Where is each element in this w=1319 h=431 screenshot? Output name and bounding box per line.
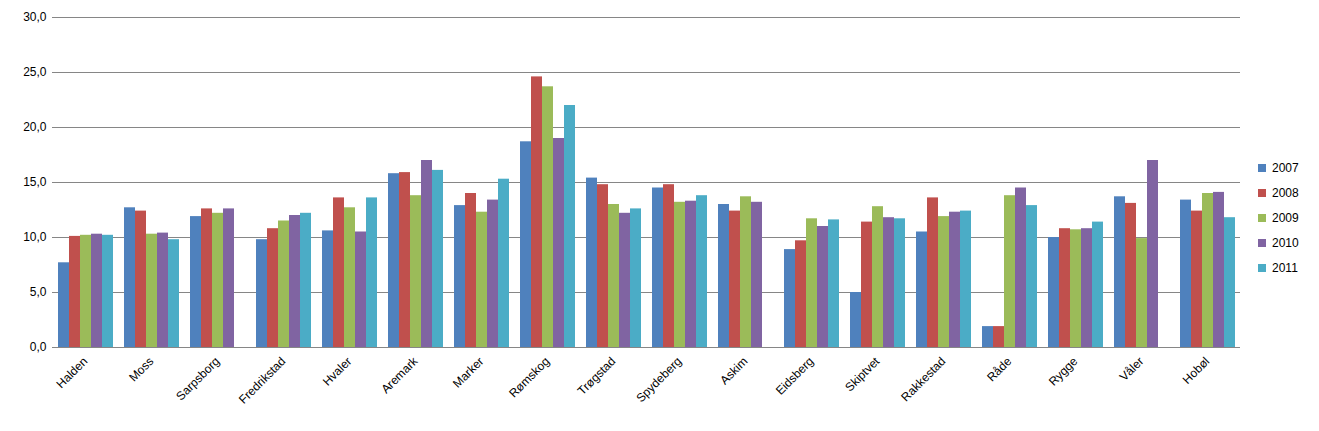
svg-text:Aremark: Aremark (378, 354, 421, 397)
html-text:2009: 2009 (1272, 210, 1299, 225)
svg-text:Rygge: Rygge (1046, 354, 1081, 389)
svg-text:Halden: Halden (54, 354, 91, 391)
svg-text:Trøgstad: Trøgstad (575, 354, 619, 398)
svg-text:Moss: Moss (126, 354, 156, 384)
svg-text:5,0: 5,0 (30, 285, 47, 299)
svg-text:0,0: 0,0 (30, 340, 47, 354)
svg-text:Våler: Våler (1117, 354, 1147, 384)
svg-text:30,0: 30,0 (23, 10, 47, 24)
svg-text:Rømskog: Rømskog (506, 354, 552, 400)
html-text:2011: 2011 (1272, 260, 1298, 275)
svg-text:Hvaler: Hvaler (320, 354, 354, 388)
svg-text:Skiptvet: Skiptvet (842, 354, 883, 395)
svg-text:Askim: Askim (717, 354, 750, 387)
svg-text:Råde: Råde (984, 354, 1014, 384)
html-text:2008: 2008 (1272, 185, 1299, 200)
svg-text:15,0: 15,0 (23, 175, 47, 189)
svg-text:10,0: 10,0 (23, 230, 47, 244)
svg-text:20,0: 20,0 (23, 120, 47, 134)
svg-text:Rakkestad: Rakkestad (898, 354, 948, 404)
svg-text:Sarpsborg: Sarpsborg (173, 354, 222, 403)
html-text:2007: 2007 (1272, 160, 1299, 175)
svg-text:Hobøl: Hobøl (1180, 354, 1213, 387)
svg-text:Fredrikstad: Fredrikstad (236, 354, 288, 406)
svg-text:Marker: Marker (450, 354, 486, 390)
html-text:2010: 2010 (1272, 235, 1299, 250)
svg-text:25,0: 25,0 (23, 65, 47, 79)
svg-text:Eidsberg: Eidsberg (773, 354, 816, 397)
svg-text:Spydeberg: Spydeberg (633, 354, 684, 405)
